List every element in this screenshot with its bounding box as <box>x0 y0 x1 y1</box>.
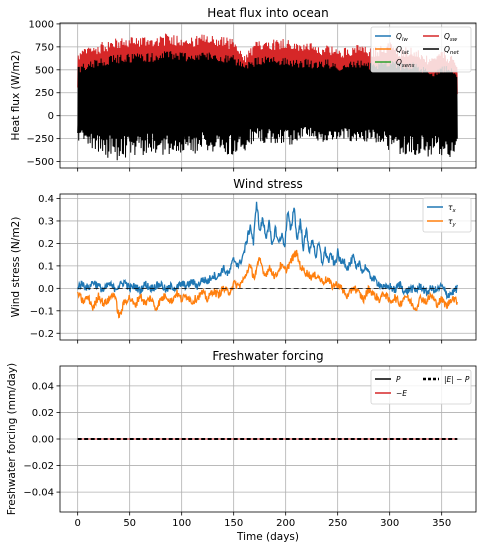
y-tick-label: −0.1 <box>30 306 54 317</box>
y-tick-label: −250 <box>27 134 54 145</box>
x-tick-label: 300 <box>380 518 399 529</box>
y-tick-label: 0.3 <box>38 216 54 227</box>
y-tick-label: 0.0 <box>38 284 54 295</box>
legend-entry: τx <box>448 203 457 214</box>
series-line-q-net <box>77 51 458 161</box>
legend-box <box>422 197 472 233</box>
y-tick-label: 0.02 <box>32 408 54 419</box>
legend-entry: −E <box>396 389 407 398</box>
legend-entry: Qnet <box>444 45 460 56</box>
legend-entry: Qlat <box>396 45 410 56</box>
x-tick-label: 0 <box>74 518 80 529</box>
legend: Qlw Qlat Qsens Qsw Qnet <box>370 26 472 73</box>
y-tick-label: 250 <box>35 88 54 99</box>
y-tick-label: 500 <box>35 65 54 76</box>
x-tick-label: 200 <box>276 518 295 529</box>
legend-entry: Qsw <box>444 32 458 43</box>
chart-panel-2: −0.2 −0.1 0.0 0.1 0.2 0.3 0.4 Wind stress Wind s… <box>10 177 477 344</box>
axes-frame <box>59 193 477 341</box>
legend-entry: τy <box>448 217 457 228</box>
y-axis-label: Wind stress (N/m2) <box>10 217 22 318</box>
chart-title: Freshwater forcing <box>212 349 323 363</box>
y-axis-label: Freshwater forcing (mm/day) <box>6 363 18 515</box>
legend: P −E |E| − P <box>370 369 472 405</box>
y-tick-label: 0.04 <box>32 381 54 392</box>
x-tick-label: 100 <box>172 518 191 529</box>
x-tick-label: 350 <box>432 518 451 529</box>
x-tick-label: 150 <box>224 518 243 529</box>
y-tick-label: 0.2 <box>38 239 54 250</box>
y-tick-label: 750 <box>35 42 54 53</box>
axes-frame <box>59 22 477 169</box>
chart-title: Wind stress <box>233 177 303 191</box>
chart-title: Heat flux into ocean <box>207 6 328 20</box>
legend-entry: Qlw <box>396 32 408 43</box>
y-tick-label: −0.02 <box>23 461 54 472</box>
legend: τx τy <box>422 197 472 233</box>
x-axis-label: Time (days) <box>236 531 299 543</box>
legend-box <box>370 369 472 405</box>
y-tick-label: 1000 <box>29 19 54 30</box>
y-tick-label: −0.2 <box>30 329 54 340</box>
x-tick-label: 50 <box>123 518 136 529</box>
y-tick-label: 0 <box>48 111 54 122</box>
x-tick-label: 250 <box>328 518 347 529</box>
chart-panel-3: 0 50 100 150 200 250 300 350 −0.04 −0.02 0.00 0.02 0… <box>6 349 477 543</box>
legend-entry: P <box>396 375 401 384</box>
y-tick-label: 0.1 <box>38 261 54 272</box>
chart-panel-1: −500 −250 0 250 500 750 1000 Heat flux into oce… <box>10 6 477 172</box>
legend-entry: |E| − P <box>444 375 470 384</box>
y-tick-label: 0.00 <box>32 435 54 446</box>
legend-entry: Qsens <box>396 58 415 69</box>
y-tick-label: 0.4 <box>38 194 54 205</box>
y-tick-label: −500 <box>27 157 54 168</box>
series-line-tau-x <box>77 201 458 300</box>
y-axis-label: Heat flux (W/m2) <box>10 50 22 140</box>
legend-box <box>370 26 472 73</box>
series-line-tau-y <box>77 249 458 319</box>
y-tick-label: −0.04 <box>23 488 54 499</box>
